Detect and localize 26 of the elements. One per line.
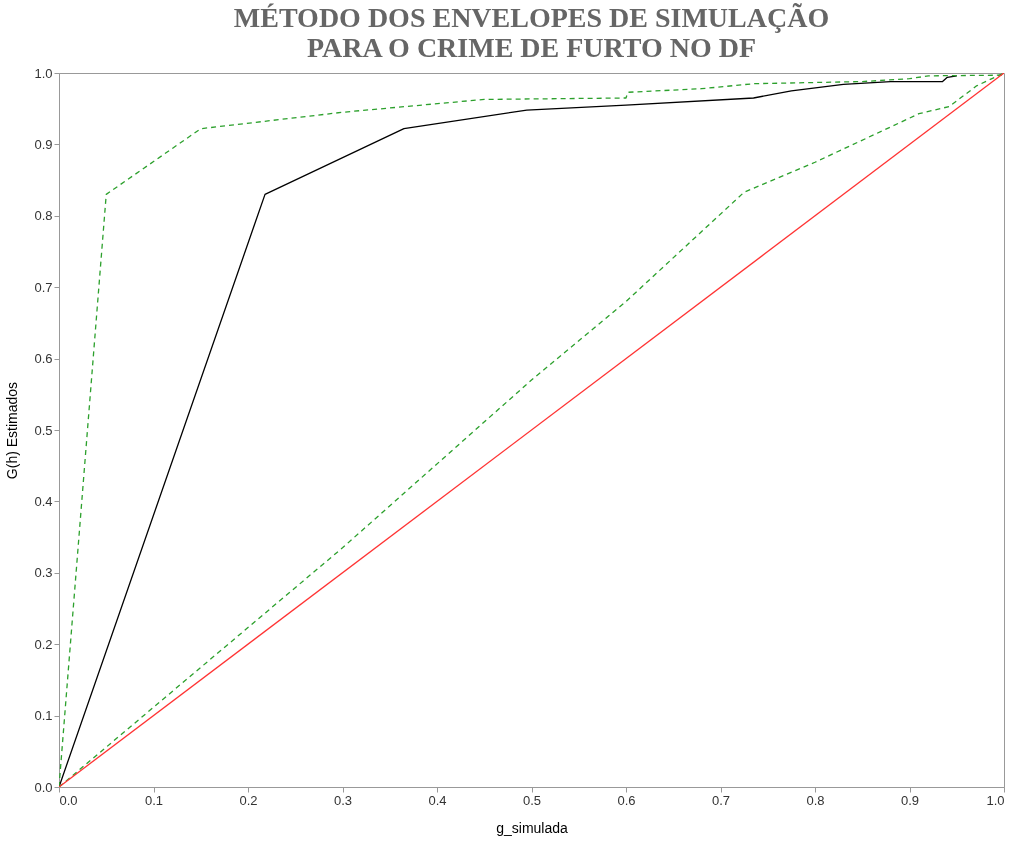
x-tick-label: 0.2: [239, 792, 258, 808]
x-tick-label: 0.4: [428, 792, 447, 808]
y-tick-label: 1.0: [34, 65, 53, 81]
y-tick-label: 0.1: [34, 708, 53, 724]
x-tick-label: 1.0: [986, 792, 1005, 808]
y-tick-label: 0.7: [34, 279, 53, 295]
x-tick-label: 0.0: [59, 792, 78, 808]
x-axis-title: g_simulada: [496, 819, 569, 836]
x-tick-label: 0.7: [711, 792, 731, 808]
y-axis-title: G(h) Estimados: [4, 381, 21, 480]
y-tick-label: 0.9: [34, 136, 53, 152]
x-tick-label: 0.5: [522, 792, 542, 808]
x-tick-label: 0.9: [900, 792, 920, 808]
x-tick-label: 0.3: [333, 792, 353, 808]
x-tick-label: 0.6: [617, 792, 636, 808]
y-tick-label: 0.0: [34, 779, 53, 795]
x-tick-label: 0.1: [144, 792, 164, 808]
y-tick-label: 0.3: [34, 565, 53, 581]
text: PARA O CRIME DE FURTO NO DF: [306, 32, 757, 63]
x-tick-label: 0.8: [806, 792, 825, 808]
y-tick-label: 0.4: [34, 493, 53, 509]
y-tick-label: 0.6: [34, 351, 53, 367]
y-tick-label: 0.8: [34, 208, 53, 224]
y-tick-label: 0.5: [34, 422, 53, 438]
text: MÉTODO DOS ENVELOPES DE SIMULAÇÃO: [233, 2, 830, 33]
y-tick-label: 0.2: [34, 636, 53, 652]
